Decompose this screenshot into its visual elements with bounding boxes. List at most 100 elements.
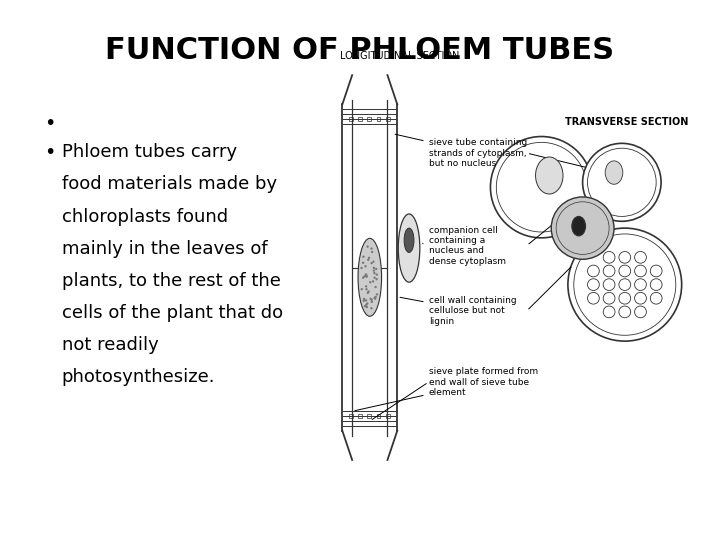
Bar <box>386 414 390 418</box>
Circle shape <box>374 276 376 279</box>
Circle shape <box>650 292 662 304</box>
Circle shape <box>375 268 377 270</box>
Circle shape <box>619 279 631 291</box>
Circle shape <box>603 279 615 291</box>
Circle shape <box>370 307 373 309</box>
Bar <box>377 117 380 121</box>
Circle shape <box>603 252 615 263</box>
Circle shape <box>365 288 368 291</box>
Circle shape <box>372 260 374 263</box>
Circle shape <box>368 256 370 259</box>
Circle shape <box>366 245 369 248</box>
Circle shape <box>634 292 647 304</box>
Circle shape <box>363 300 365 302</box>
Text: sieve tube containing
strands of cytoplasm,
but no nucleus: sieve tube containing strands of cytopla… <box>395 134 527 168</box>
Circle shape <box>634 279 647 291</box>
Circle shape <box>366 302 369 305</box>
Circle shape <box>366 306 368 308</box>
Bar <box>349 414 353 418</box>
Circle shape <box>365 285 367 288</box>
Circle shape <box>619 265 631 277</box>
Circle shape <box>360 267 363 269</box>
Text: photosynthesize.: photosynthesize. <box>62 368 215 387</box>
Text: TRANSVERSE SECTION: TRANSVERSE SECTION <box>565 117 688 127</box>
Circle shape <box>588 292 599 304</box>
Circle shape <box>361 288 363 291</box>
Ellipse shape <box>536 157 563 194</box>
Bar <box>359 117 362 121</box>
Circle shape <box>366 292 369 294</box>
Circle shape <box>362 261 364 264</box>
Circle shape <box>574 234 676 335</box>
Circle shape <box>603 306 615 318</box>
Circle shape <box>365 275 368 278</box>
Circle shape <box>490 137 593 238</box>
Text: mainly in the leaves of: mainly in the leaves of <box>62 240 268 258</box>
Circle shape <box>376 273 378 276</box>
Ellipse shape <box>572 217 585 236</box>
Text: not readily: not readily <box>62 336 158 354</box>
Bar <box>377 414 380 418</box>
Circle shape <box>365 275 368 277</box>
Text: sieve plate formed from
end wall of sieve tube
element: sieve plate formed from end wall of siev… <box>355 367 538 410</box>
Text: cell wall containing
cellulose but not
lignin: cell wall containing cellulose but not l… <box>400 296 516 326</box>
Ellipse shape <box>358 238 382 316</box>
Text: cells of the plant that do: cells of the plant that do <box>62 304 283 322</box>
Circle shape <box>363 298 365 300</box>
Circle shape <box>588 148 656 217</box>
Circle shape <box>365 303 367 306</box>
Circle shape <box>650 265 662 277</box>
Circle shape <box>372 280 374 282</box>
Circle shape <box>556 202 609 254</box>
Text: plants, to the rest of the: plants, to the rest of the <box>62 272 281 290</box>
Circle shape <box>634 306 647 318</box>
Circle shape <box>374 296 376 299</box>
Circle shape <box>603 292 615 304</box>
Text: •: • <box>44 114 55 133</box>
Circle shape <box>375 278 378 280</box>
Ellipse shape <box>404 228 414 253</box>
Circle shape <box>367 291 370 293</box>
Circle shape <box>362 276 364 279</box>
Circle shape <box>634 265 647 277</box>
Circle shape <box>582 143 661 221</box>
Bar <box>367 414 372 418</box>
Circle shape <box>588 265 599 277</box>
Text: food materials made by: food materials made by <box>62 176 277 193</box>
Ellipse shape <box>398 214 420 282</box>
Circle shape <box>362 255 364 258</box>
Text: Phloem tubes carry: Phloem tubes carry <box>62 143 237 161</box>
Circle shape <box>374 298 377 300</box>
Circle shape <box>588 279 599 291</box>
Circle shape <box>364 275 366 278</box>
Circle shape <box>369 298 372 300</box>
Circle shape <box>370 262 373 264</box>
Circle shape <box>634 252 647 263</box>
Circle shape <box>367 259 369 261</box>
Circle shape <box>364 305 366 307</box>
Circle shape <box>619 292 631 304</box>
Bar <box>359 414 362 418</box>
Circle shape <box>371 301 373 303</box>
Circle shape <box>650 279 662 291</box>
Text: •: • <box>44 143 55 163</box>
Bar <box>349 117 353 121</box>
Circle shape <box>364 265 366 267</box>
Circle shape <box>374 296 377 298</box>
Circle shape <box>371 251 374 253</box>
Circle shape <box>603 265 615 277</box>
Circle shape <box>365 299 367 301</box>
Circle shape <box>373 267 375 269</box>
Ellipse shape <box>606 161 623 184</box>
Circle shape <box>496 143 587 232</box>
Circle shape <box>373 269 375 272</box>
Bar <box>386 117 390 121</box>
Circle shape <box>370 247 373 249</box>
Circle shape <box>365 274 367 277</box>
Circle shape <box>365 273 367 275</box>
Circle shape <box>371 299 373 301</box>
Circle shape <box>376 293 378 295</box>
Text: LONGITUDINAL SECTION: LONGITUDINAL SECTION <box>340 51 459 60</box>
Text: FUNCTION OF PHLOEM TUBES: FUNCTION OF PHLOEM TUBES <box>105 36 615 65</box>
Circle shape <box>552 197 614 259</box>
